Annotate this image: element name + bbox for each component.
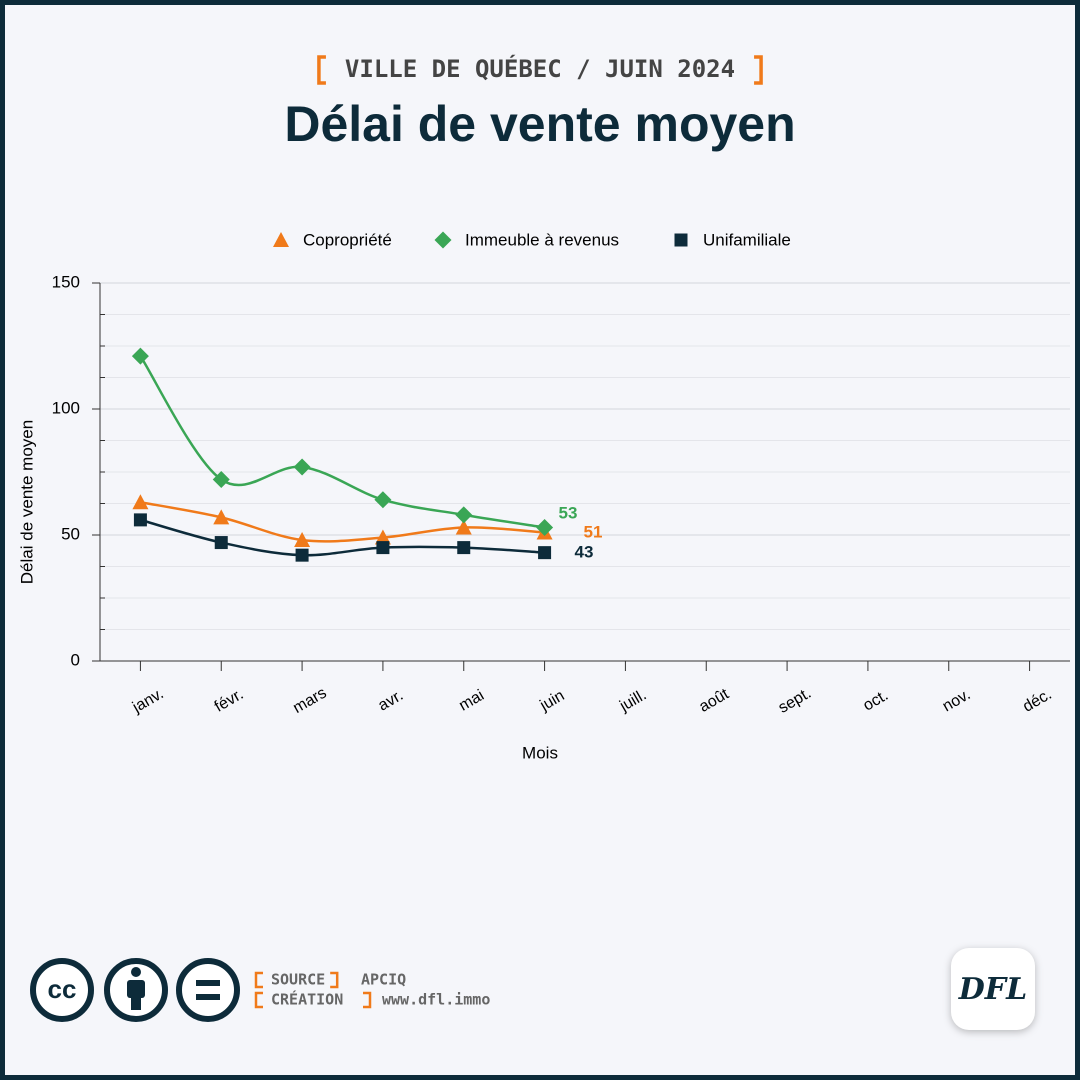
logo-box (951, 948, 1035, 1030)
logo: DFL (958, 972, 1027, 1007)
legend-label: Unifamiliale (703, 230, 791, 249)
y-tick-label: 50 (61, 524, 80, 543)
by-body (127, 980, 145, 998)
cc-text: cc (48, 974, 77, 1004)
data-label: 51 (584, 522, 603, 541)
marker (457, 541, 471, 555)
marker (273, 232, 289, 247)
legend-label: Copropriété (303, 230, 392, 249)
source-label: SOURCE (271, 971, 325, 989)
data-label: 43 (575, 542, 594, 561)
marker (131, 347, 149, 365)
chart-title: Délai de vente moyen (284, 96, 795, 152)
marker (374, 529, 391, 545)
marker (214, 536, 228, 550)
bracket (330, 971, 339, 989)
marker (213, 509, 230, 525)
marker (132, 494, 149, 510)
marker (376, 541, 390, 555)
source: APCIQ (361, 971, 406, 989)
by-head (131, 967, 141, 977)
cc-icon (30, 958, 94, 1022)
marker (674, 233, 688, 247)
marker (295, 548, 309, 562)
series-line (140, 501, 545, 543)
y-tick-label: 100 (52, 398, 80, 417)
marker (293, 458, 311, 476)
y-tick-label: 150 (52, 272, 80, 291)
marker (212, 471, 230, 489)
marker (455, 506, 473, 524)
y-axis-title: Délai de vente moyen (17, 420, 36, 584)
marker (294, 532, 311, 548)
marker (536, 518, 554, 536)
marker (374, 491, 392, 509)
series-line (140, 518, 545, 557)
marker (538, 546, 552, 560)
bracket (317, 55, 326, 85)
creation: www.dfl.immo (382, 991, 490, 1009)
subtitle: VILLE DE QUÉBEC / JUIN 2024 (345, 54, 735, 83)
marker (133, 513, 147, 527)
bracket (363, 991, 372, 1009)
license-icons: cc (30, 958, 240, 1022)
data-label: 53 (559, 503, 578, 522)
by-legs (131, 996, 141, 1010)
legend-label: Immeuble à revenus (465, 230, 619, 249)
bracket (254, 991, 263, 1009)
bracket (754, 55, 763, 85)
nd-bar (196, 980, 220, 986)
x-axis-title: Mois (522, 743, 558, 762)
y-tick-label: 0 (71, 650, 80, 669)
nd-bar (196, 994, 220, 1000)
marker (434, 231, 452, 249)
marker (455, 519, 472, 535)
nd-icon (176, 958, 240, 1022)
creation-label: CRÉATION (271, 990, 343, 1009)
bracket (254, 971, 263, 989)
